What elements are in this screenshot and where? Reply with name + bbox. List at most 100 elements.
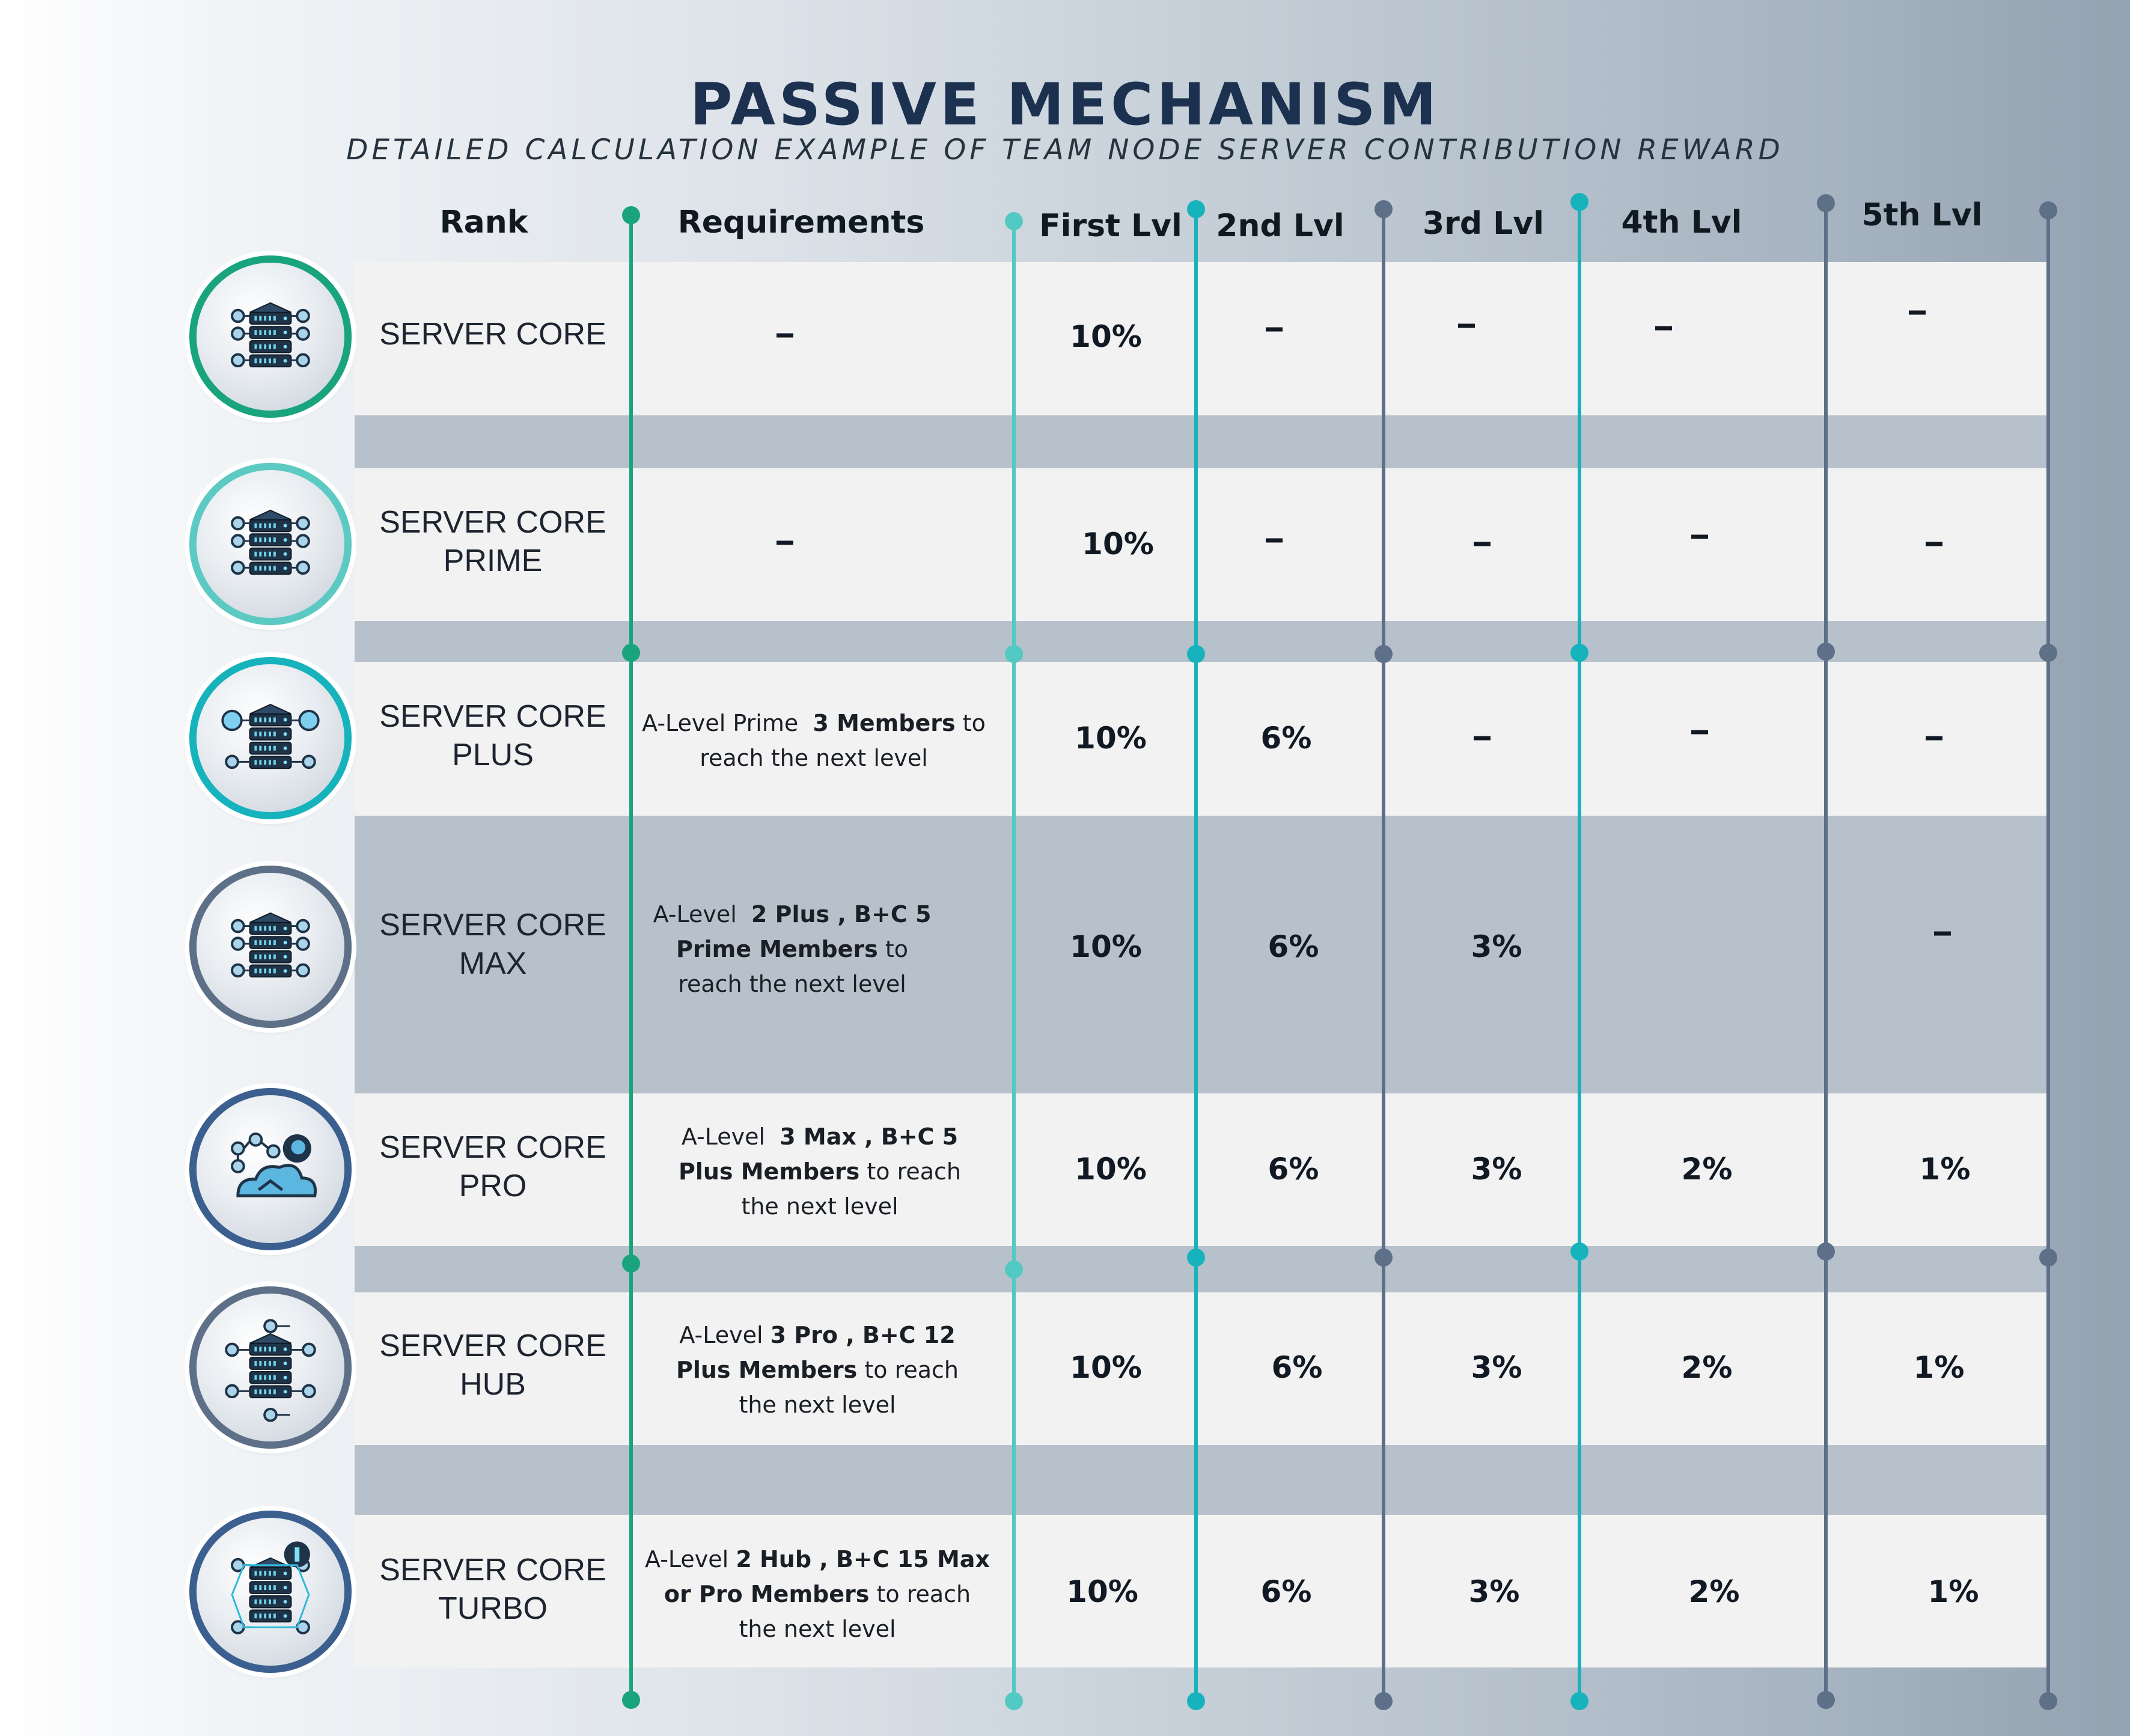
requirement-fragment: Plus Members xyxy=(678,1158,860,1185)
requirement-fragment: 3 Max , B+C 5 xyxy=(780,1123,959,1150)
lvl3-value: 3% xyxy=(1471,1350,1522,1385)
rank-name-line1: SERVER CORE xyxy=(379,1130,606,1165)
divider-dot xyxy=(1187,645,1205,663)
rank-name-line2: PRO xyxy=(459,1169,527,1203)
rank-name-line2: PRIME xyxy=(443,543,543,578)
requirement-fragment: reach the next level xyxy=(700,745,928,771)
header-4th-lvl: 4th Lvl xyxy=(1621,204,1742,240)
divider-dot xyxy=(1570,644,1588,662)
server-network-icon xyxy=(231,302,310,368)
requirement-text: A-Level 3 Max , B+C 5 Plus Members to rea… xyxy=(627,1119,1012,1224)
divider-dot xyxy=(1570,193,1588,211)
server-network-icon xyxy=(231,509,310,575)
header-rank: Rank xyxy=(439,204,528,240)
divider-dot xyxy=(1005,1261,1023,1279)
divider-line-lvl4 xyxy=(1578,202,1581,1700)
lvl3-value: 3% xyxy=(1468,1574,1520,1609)
header-requirements: Requirements xyxy=(677,204,925,240)
divider-line-requirements xyxy=(629,215,633,1700)
rank-badge xyxy=(189,255,352,418)
header-first-lvl: First Lvl xyxy=(1039,208,1182,244)
requirement-text: A-Level Prime 3 Members to reach the next… xyxy=(621,706,1006,775)
page-title: PASSIVE MECHANISM xyxy=(690,71,1440,138)
requirement-fragment: or Pro Members xyxy=(664,1581,870,1607)
lvl2-value: 6% xyxy=(1268,929,1319,964)
lvl1-value: 10% xyxy=(1070,319,1142,354)
requirement-fragment: 2 Plus , B+C 5 xyxy=(751,901,932,928)
page-subtitle: DETAILED CALCULATION EXAMPLE OF TEAM NOD… xyxy=(346,133,1784,167)
requirement-fragment: reach the next level xyxy=(678,971,906,997)
requirement-fragment: the next level xyxy=(739,1392,896,1418)
requirement-fragment: Plus Members xyxy=(676,1357,858,1383)
lvl1-value: 10% xyxy=(1075,1152,1147,1187)
rank-name-line2: MAX xyxy=(459,946,527,981)
divider-dot xyxy=(1817,1242,1835,1261)
divider-dot xyxy=(1375,645,1393,663)
lvl5-value: 1% xyxy=(1919,1152,1971,1187)
divider-line-lvl5b xyxy=(2046,210,2050,1700)
rank-name-line1: SERVER CORE xyxy=(379,505,606,540)
requirement-dash xyxy=(777,333,793,338)
lvl1-value: 10% xyxy=(1070,1350,1142,1385)
divider-dot xyxy=(1817,643,1835,661)
divider-dot xyxy=(1570,1692,1588,1710)
lvl5-value: 1% xyxy=(1927,1574,1979,1609)
divider-dot xyxy=(1187,1692,1205,1710)
rank-name-line1: SERVER CORE xyxy=(379,317,606,352)
rank-name-line1: SERVER CORE xyxy=(379,1328,606,1363)
divider-dot xyxy=(1187,1249,1205,1267)
requirement-text: A-Level 2 Hub , B+C 15 Max or Pro Members… xyxy=(625,1542,1010,1646)
lvl1-value: 10% xyxy=(1070,929,1142,964)
requirement-fragment: A-Level Prime xyxy=(642,710,813,736)
divider-dot xyxy=(622,1691,640,1709)
lvl4-value: 2% xyxy=(1681,1350,1733,1385)
server-stack-icon xyxy=(231,912,310,978)
rank-badge xyxy=(189,463,352,625)
divider-dot xyxy=(622,644,640,662)
divider-dot xyxy=(1817,194,1835,212)
cloud-network-icon xyxy=(231,1132,317,1197)
rank-badge xyxy=(189,1286,352,1449)
divider-dot xyxy=(1375,1692,1393,1710)
lvl4-value: 2% xyxy=(1688,1574,1740,1609)
requirement-fragment: 3 Pro , B+C 12 xyxy=(770,1322,956,1348)
lvl5-dash xyxy=(1909,310,1926,315)
server-hub-icon xyxy=(225,1319,316,1422)
requirement-fragment: 3 Members xyxy=(813,710,956,736)
divider-dot xyxy=(1005,212,1023,230)
divider-dot xyxy=(2039,201,2057,219)
requirement-fragment: A-Level xyxy=(679,1322,771,1348)
row-band xyxy=(355,468,2049,621)
requirement-fragment: the next level xyxy=(739,1616,896,1642)
lvl1-value: 10% xyxy=(1075,721,1147,756)
requirement-text: A-Level 3 Pro , B+C 12 Plus Members to re… xyxy=(625,1318,1010,1422)
header-3rd-lvl: 3rd Lvl xyxy=(1422,206,1545,242)
rank-badge xyxy=(189,657,352,819)
requirement-fragment: to reach xyxy=(859,1158,962,1185)
row-gap-band xyxy=(355,415,2049,468)
requirement-fragment: A-Level xyxy=(653,901,751,928)
rank-name-line2: PLUS xyxy=(452,738,534,772)
row-band xyxy=(355,1292,2049,1445)
divider-dot xyxy=(1005,1692,1023,1710)
lvl2-value: 6% xyxy=(1260,721,1312,756)
requirement-fragment: A-Level xyxy=(681,1123,780,1150)
requirement-fragment: the next level xyxy=(741,1193,899,1220)
requirement-text: A-Level 2 Plus , B+C 5 Prime Members to re… xyxy=(600,897,984,1001)
requirement-fragment: A-Level xyxy=(645,1546,736,1572)
server-lightbulb-icon xyxy=(221,703,320,769)
row-band xyxy=(355,262,2049,415)
rank-badge xyxy=(189,866,352,1028)
lvl1-value: 10% xyxy=(1066,1574,1138,1609)
divider-dot xyxy=(1375,200,1393,218)
rank-name-line1: SERVER CORE xyxy=(379,1553,606,1588)
divider-dot xyxy=(1187,200,1205,218)
row-band xyxy=(355,662,2049,816)
requirement-fragment: Prime Members xyxy=(676,936,878,962)
divider-dot xyxy=(2039,1692,2057,1710)
divider-line-lvl5a xyxy=(1824,203,1828,1700)
lvl2-value: 6% xyxy=(1271,1350,1323,1385)
rank-name-line2: TURBO xyxy=(438,1591,548,1626)
rank-name-line1: SERVER CORE xyxy=(379,908,606,943)
rank-name-line2: HUB xyxy=(460,1367,526,1402)
